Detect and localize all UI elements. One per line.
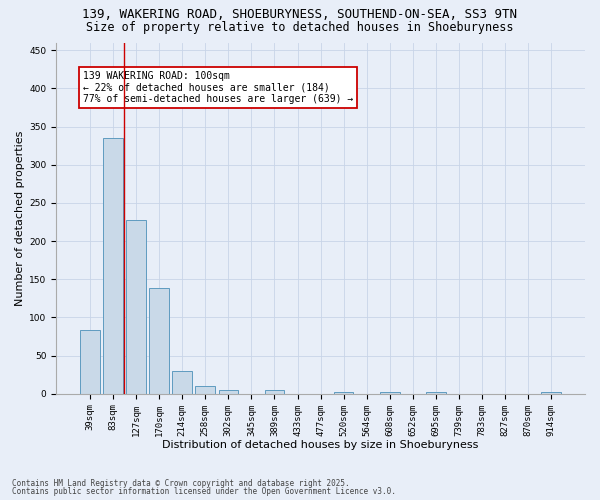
Text: Contains public sector information licensed under the Open Government Licence v3: Contains public sector information licen… [12, 487, 396, 496]
Bar [172, 371, 192, 394]
Bar [334, 392, 353, 394]
Text: 139 WAKERING ROAD: 100sqm
← 22% of detached houses are smaller (184)
77% of semi: 139 WAKERING ROAD: 100sqm ← 22% of detac… [83, 70, 353, 104]
Bar [196, 386, 215, 394]
Bar [149, 288, 169, 394]
Bar [126, 220, 146, 394]
Bar [218, 390, 238, 394]
Bar [80, 330, 100, 394]
Bar [426, 392, 446, 394]
Bar [103, 138, 123, 394]
Text: Size of property relative to detached houses in Shoeburyness: Size of property relative to detached ho… [86, 21, 514, 34]
Text: 139, WAKERING ROAD, SHOEBURYNESS, SOUTHEND-ON-SEA, SS3 9TN: 139, WAKERING ROAD, SHOEBURYNESS, SOUTHE… [83, 8, 517, 20]
Y-axis label: Number of detached properties: Number of detached properties [15, 130, 25, 306]
Bar [541, 392, 561, 394]
Bar [380, 392, 400, 394]
X-axis label: Distribution of detached houses by size in Shoeburyness: Distribution of detached houses by size … [163, 440, 479, 450]
Bar [265, 390, 284, 394]
Text: Contains HM Land Registry data © Crown copyright and database right 2025.: Contains HM Land Registry data © Crown c… [12, 478, 350, 488]
